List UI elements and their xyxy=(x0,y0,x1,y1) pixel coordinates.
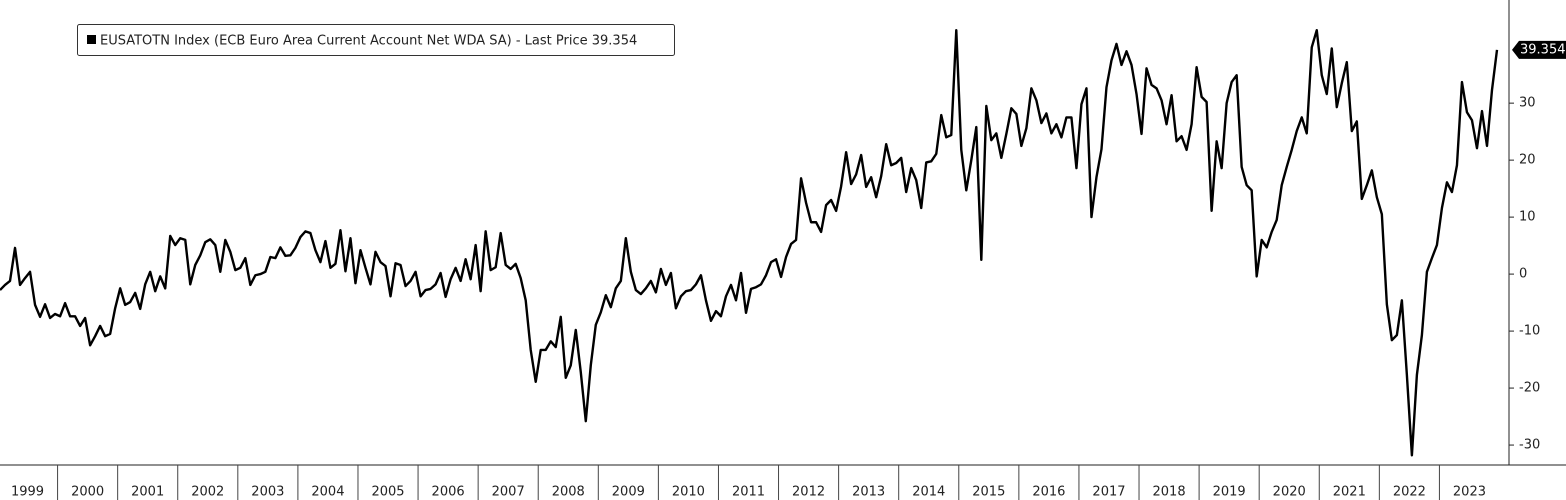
y-tick-label: 30 xyxy=(1519,96,1536,111)
x-tick-label: 1999 xyxy=(11,485,44,500)
y-tick-label: -10 xyxy=(1519,324,1540,339)
y-tick-label: -20 xyxy=(1519,381,1540,396)
y-tick-label: 0 xyxy=(1519,267,1527,282)
y-tick-label: -30 xyxy=(1519,438,1540,453)
last-price-label: 39.354 xyxy=(1520,42,1566,57)
series-line xyxy=(0,29,1499,457)
x-tick-label: 2015 xyxy=(972,485,1005,500)
x-tick-label: 2004 xyxy=(311,485,344,500)
x-tick-label: 2002 xyxy=(191,485,224,500)
x-tick-label: 2013 xyxy=(852,485,885,500)
x-tick-label: 2001 xyxy=(131,485,164,500)
legend-box xyxy=(77,24,675,56)
x-tick-label: 2019 xyxy=(1213,485,1246,500)
legend-text: EUSATOTN Index (ECB Euro Area Current Ac… xyxy=(100,33,637,48)
x-tick-label: 2009 xyxy=(612,485,645,500)
x-tick-label: 2006 xyxy=(432,485,465,500)
y-tick-label: 10 xyxy=(1519,210,1536,225)
legend-swatch xyxy=(87,35,96,44)
x-tick-label: 2020 xyxy=(1273,485,1306,500)
x-tick-label: 2012 xyxy=(792,485,825,500)
legend-last: 39.354 xyxy=(592,33,638,48)
x-tick-label: 2018 xyxy=(1153,485,1186,500)
legend-series: EUSATOTN Index (ECB Euro Area Current Ac… xyxy=(100,33,512,48)
x-tick-label: 2005 xyxy=(371,485,404,500)
x-tick-label: 2022 xyxy=(1393,485,1426,500)
last-price-box xyxy=(1512,40,1566,59)
x-tick-label: 2010 xyxy=(672,485,705,500)
legend-suffix: - Last Price xyxy=(516,33,588,48)
x-tick-label: 2011 xyxy=(732,485,765,500)
x-tick-label: 2007 xyxy=(492,485,525,500)
x-tick-label: 2000 xyxy=(71,485,104,500)
x-tick-label: 2016 xyxy=(1032,485,1065,500)
x-tick-label: 2023 xyxy=(1453,485,1486,500)
x-tick-label: 2014 xyxy=(912,485,945,500)
legend: EUSATOTN Index (ECB Euro Area Current Ac… xyxy=(77,24,675,56)
x-tick-label: 2003 xyxy=(251,485,284,500)
x-tick-label: 2008 xyxy=(552,485,585,500)
y-tick-label: 20 xyxy=(1519,153,1536,168)
x-tick-label: 2021 xyxy=(1333,485,1366,500)
x-tick-label: 2017 xyxy=(1092,485,1125,500)
